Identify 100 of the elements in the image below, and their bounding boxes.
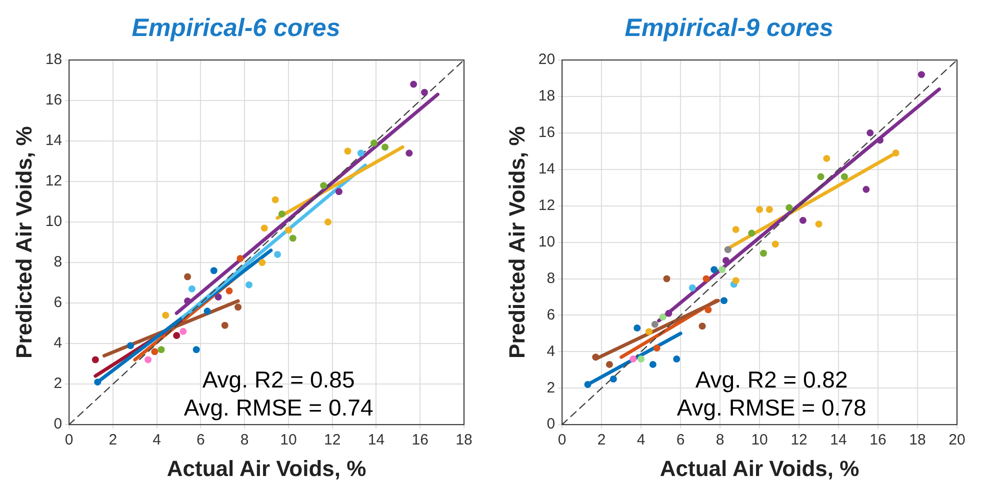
point xyxy=(704,306,712,314)
x-tick-label: 18 xyxy=(456,432,472,449)
y-tick-label: 4 xyxy=(54,334,62,352)
x-tick-label: 6 xyxy=(676,432,685,449)
annotation: Avg. RMSE = 0.78 xyxy=(676,394,866,420)
x-tick-label: 6 xyxy=(196,432,205,449)
y-tick-label: 14 xyxy=(45,132,62,150)
point xyxy=(92,356,99,364)
point xyxy=(272,196,279,204)
y-tick-label: 0 xyxy=(546,416,556,433)
y-tick-label: 6 xyxy=(54,294,62,312)
point xyxy=(335,188,342,196)
point xyxy=(918,71,925,78)
point xyxy=(173,332,180,339)
point xyxy=(866,129,874,136)
y-tick-label: 14 xyxy=(538,160,556,178)
point xyxy=(766,206,773,213)
y-tick-label: 20 xyxy=(538,51,556,68)
point xyxy=(320,182,328,190)
y-tick-label: 8 xyxy=(546,270,556,287)
point xyxy=(406,150,413,157)
point xyxy=(184,273,192,280)
point xyxy=(756,206,764,213)
x-axis-title: Actual Air Voids, % xyxy=(660,456,860,481)
point xyxy=(748,230,756,237)
point xyxy=(226,287,233,294)
point xyxy=(688,284,696,292)
y-tick-label: 4 xyxy=(546,342,556,360)
point xyxy=(410,80,418,88)
point xyxy=(606,360,613,368)
point xyxy=(260,224,268,232)
point xyxy=(760,250,767,257)
point xyxy=(651,320,658,328)
point xyxy=(638,355,645,362)
y-tick-label: 16 xyxy=(538,124,556,142)
point xyxy=(862,186,870,193)
annotation: Avg. R2 = 0.85 xyxy=(202,366,355,392)
point xyxy=(236,255,244,262)
point xyxy=(645,328,652,336)
point xyxy=(840,173,848,180)
x-tick-label: 12 xyxy=(324,432,341,449)
point xyxy=(724,246,732,254)
x-tick-label: 2 xyxy=(597,432,606,449)
y-axis-title: Predicted Air Voids, % xyxy=(11,126,36,358)
y-tick-label: 0 xyxy=(54,416,62,433)
annotation: Avg. RMSE = 0.74 xyxy=(184,394,374,420)
point xyxy=(188,285,196,292)
point xyxy=(722,257,730,264)
point xyxy=(732,277,740,284)
point xyxy=(289,234,296,242)
point xyxy=(210,267,218,274)
chart-title: Empirical-9 cores xyxy=(624,14,834,42)
point xyxy=(144,356,152,364)
point xyxy=(370,140,378,147)
point xyxy=(634,324,641,332)
point xyxy=(663,275,670,282)
point xyxy=(274,250,282,258)
point xyxy=(702,275,710,282)
point xyxy=(823,154,830,162)
point xyxy=(673,355,680,362)
point xyxy=(234,304,242,311)
point xyxy=(799,216,806,224)
point xyxy=(710,266,718,274)
point xyxy=(817,173,824,180)
x-tick-label: 10 xyxy=(751,432,768,449)
point xyxy=(772,240,779,248)
x-tick-label: 20 xyxy=(948,432,966,449)
y-tick-label: 2 xyxy=(54,375,62,392)
point xyxy=(221,322,228,329)
x-tick-label: 8 xyxy=(716,432,724,449)
point xyxy=(158,346,165,354)
point xyxy=(718,266,726,274)
point xyxy=(192,346,200,354)
x-axis-title: Actual Air Voids, % xyxy=(166,456,366,481)
y-tick-label: 18 xyxy=(538,88,556,105)
point xyxy=(659,314,666,321)
point xyxy=(258,259,266,266)
x-tick-label: 0 xyxy=(64,432,74,449)
point xyxy=(732,226,740,234)
x-tick-label: 12 xyxy=(790,432,808,449)
point xyxy=(786,204,793,212)
x-tick-label: 18 xyxy=(909,432,926,449)
point xyxy=(184,298,192,305)
point xyxy=(127,342,134,350)
x-tick-label: 16 xyxy=(870,432,886,449)
y-tick-label: 10 xyxy=(538,233,556,250)
y-tick-label: 2 xyxy=(546,379,556,396)
point xyxy=(245,281,252,288)
point xyxy=(214,293,222,300)
y-tick-label: 10 xyxy=(45,213,62,230)
point xyxy=(151,348,158,356)
x-tick-label: 0 xyxy=(558,432,566,449)
y-tick-label: 18 xyxy=(45,51,62,68)
point xyxy=(584,380,592,388)
y-tick-label: 8 xyxy=(54,254,62,271)
x-tick-label: 2 xyxy=(108,432,118,449)
x-tick-label: 8 xyxy=(240,432,249,449)
y-tick-label: 6 xyxy=(546,306,556,324)
point xyxy=(344,148,352,155)
x-tick-label: 16 xyxy=(412,432,428,449)
